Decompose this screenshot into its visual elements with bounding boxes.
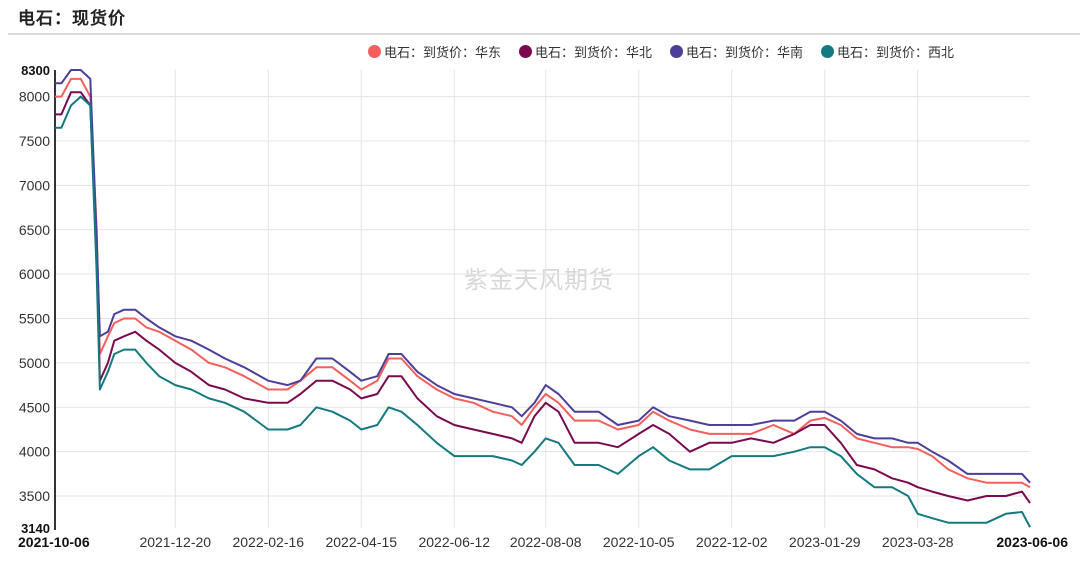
legend-item[interactable]: 电石：到货价：西北 (821, 42, 954, 61)
y-tick-label: 7500 (19, 133, 50, 149)
x-tick-label: 2021-10-06 (18, 534, 90, 550)
legend-item[interactable]: 电石：到货价：华东 (368, 42, 501, 61)
legend-item[interactable]: 电石：到货价：华南 (670, 42, 803, 61)
x-tick-label: 2022-02-16 (232, 534, 304, 550)
legend-dot-icon (670, 45, 684, 58)
series-line[interactable] (55, 91, 1031, 504)
y-tick-label: 8000 (19, 89, 50, 105)
legend-dot-icon (519, 45, 533, 58)
chart-legend: 电石：到货价：华东 电石：到货价：华北 电石：到货价：华南 电石：到货价：西北 (368, 42, 954, 61)
y-tick-label: 6000 (19, 266, 50, 282)
y-tick-label: 7000 (19, 177, 50, 193)
x-tick-label: 2022-08-08 (510, 534, 582, 550)
title-divider (8, 33, 1080, 35)
series-line[interactable] (55, 77, 1031, 489)
legend-item[interactable]: 电石：到货价：华北 (519, 42, 652, 61)
y-tick-label: 8300 (21, 63, 50, 78)
y-tick-label: 3140 (21, 521, 50, 536)
y-tick-label: 4500 (19, 399, 50, 415)
x-tick-label: 2023-03-28 (882, 534, 954, 550)
y-tick-label: 5500 (19, 311, 50, 327)
y-tick-label: 3500 (19, 488, 50, 504)
x-tick-label: 2022-06-12 (418, 534, 490, 550)
legend-label: 电石：到货价：西北 (837, 46, 955, 61)
y-tick-label: 4000 (19, 444, 50, 460)
series-line[interactable] (55, 69, 1031, 484)
x-tick-label: 2022-10-05 (603, 534, 675, 550)
x-tick-label: 2023-01-29 (789, 534, 861, 550)
x-tick-label: 2022-12-02 (696, 534, 768, 550)
series-line[interactable] (55, 95, 1031, 528)
x-tick-label: 2021-12-20 (139, 534, 211, 550)
legend-label: 电石：到货价：华南 (686, 46, 804, 61)
x-tick-label: 2022-04-15 (325, 534, 397, 550)
legend-label: 电石：到货价：华北 (535, 46, 653, 61)
page-title: 电石：现货价 (18, 9, 126, 29)
watermark: 紫金天风期货 (464, 266, 614, 294)
legend-label: 电石：到货价：华东 (384, 46, 502, 61)
y-tick-label: 5000 (19, 355, 50, 371)
legend-dot-icon (821, 45, 835, 58)
legend-dot-icon (368, 45, 381, 58)
y-tick-label: 6500 (19, 222, 50, 238)
x-tick-label: 2023-06-06 (996, 534, 1068, 550)
